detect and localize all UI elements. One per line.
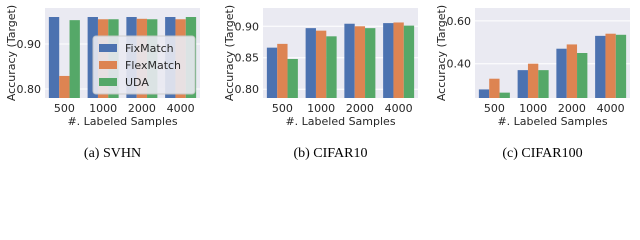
bar bbox=[287, 58, 298, 98]
x-tick-label: 4000 bbox=[597, 102, 625, 115]
x-tick-label: 2000 bbox=[128, 102, 156, 115]
bar bbox=[538, 70, 549, 98]
y-axis-label: Accuracy (Target) bbox=[435, 5, 448, 101]
bar bbox=[354, 26, 366, 99]
bar bbox=[326, 36, 337, 98]
y-tick-label: 0.90 bbox=[17, 38, 42, 51]
legend-label: FixMatch bbox=[125, 42, 174, 55]
caption: (b) CIFAR10 bbox=[293, 146, 367, 161]
x-tick-label: 2000 bbox=[558, 102, 586, 115]
bar bbox=[59, 75, 70, 98]
y-tick-label: 0.90 bbox=[235, 20, 260, 33]
bar bbox=[517, 70, 528, 98]
x-tick-label: 1000 bbox=[307, 102, 335, 115]
legend-swatch bbox=[99, 61, 117, 69]
legend-swatch bbox=[99, 44, 117, 52]
bar bbox=[595, 35, 606, 98]
bar bbox=[527, 63, 539, 98]
x-tick-label: 2000 bbox=[346, 102, 374, 115]
bar bbox=[393, 22, 404, 98]
y-axis-label: Accuracy (Target) bbox=[223, 5, 236, 101]
bar bbox=[69, 20, 80, 98]
bar bbox=[577, 53, 588, 98]
x-tick-label: 4000 bbox=[167, 102, 195, 115]
bar bbox=[266, 47, 278, 98]
bar bbox=[48, 17, 60, 98]
bar bbox=[365, 28, 376, 98]
y-tick-label: 0.85 bbox=[235, 52, 260, 65]
legend-label: FlexMatch bbox=[125, 59, 181, 72]
bar bbox=[344, 23, 355, 98]
caption: (a) SVHN bbox=[84, 146, 141, 161]
y-tick-label: 0.80 bbox=[17, 83, 42, 96]
legend-label: UDA bbox=[125, 76, 149, 89]
bar bbox=[403, 25, 415, 99]
legend-box bbox=[92, 35, 196, 95]
x-axis-label: #. Labeled Samples bbox=[285, 115, 395, 128]
bar bbox=[305, 28, 316, 98]
bar bbox=[315, 30, 327, 99]
bar bbox=[489, 78, 500, 98]
x-tick-label: 1000 bbox=[519, 102, 547, 115]
x-tick-label: 500 bbox=[484, 102, 505, 115]
x-tick-label: 500 bbox=[272, 102, 293, 115]
x-tick-label: 1000 bbox=[89, 102, 117, 115]
caption: (c) CIFAR100 bbox=[502, 146, 582, 161]
y-tick-label: 0.80 bbox=[235, 83, 260, 96]
bar bbox=[499, 92, 510, 98]
bar bbox=[383, 23, 394, 98]
bar bbox=[605, 33, 616, 98]
x-axis-label: #. Labeled Samples bbox=[67, 115, 177, 128]
bar bbox=[478, 89, 490, 98]
legend-swatch bbox=[99, 78, 117, 86]
bar bbox=[566, 44, 578, 98]
y-axis-label: Accuracy (Target) bbox=[5, 5, 18, 101]
x-tick-label: 4000 bbox=[385, 102, 413, 115]
y-tick-label: 0.40 bbox=[447, 58, 472, 71]
x-tick-label: 500 bbox=[54, 102, 75, 115]
bar bbox=[556, 48, 567, 98]
y-tick-label: 0.60 bbox=[447, 15, 472, 28]
bar bbox=[277, 43, 288, 98]
bar bbox=[615, 34, 627, 98]
x-axis-label: #. Labeled Samples bbox=[497, 115, 607, 128]
